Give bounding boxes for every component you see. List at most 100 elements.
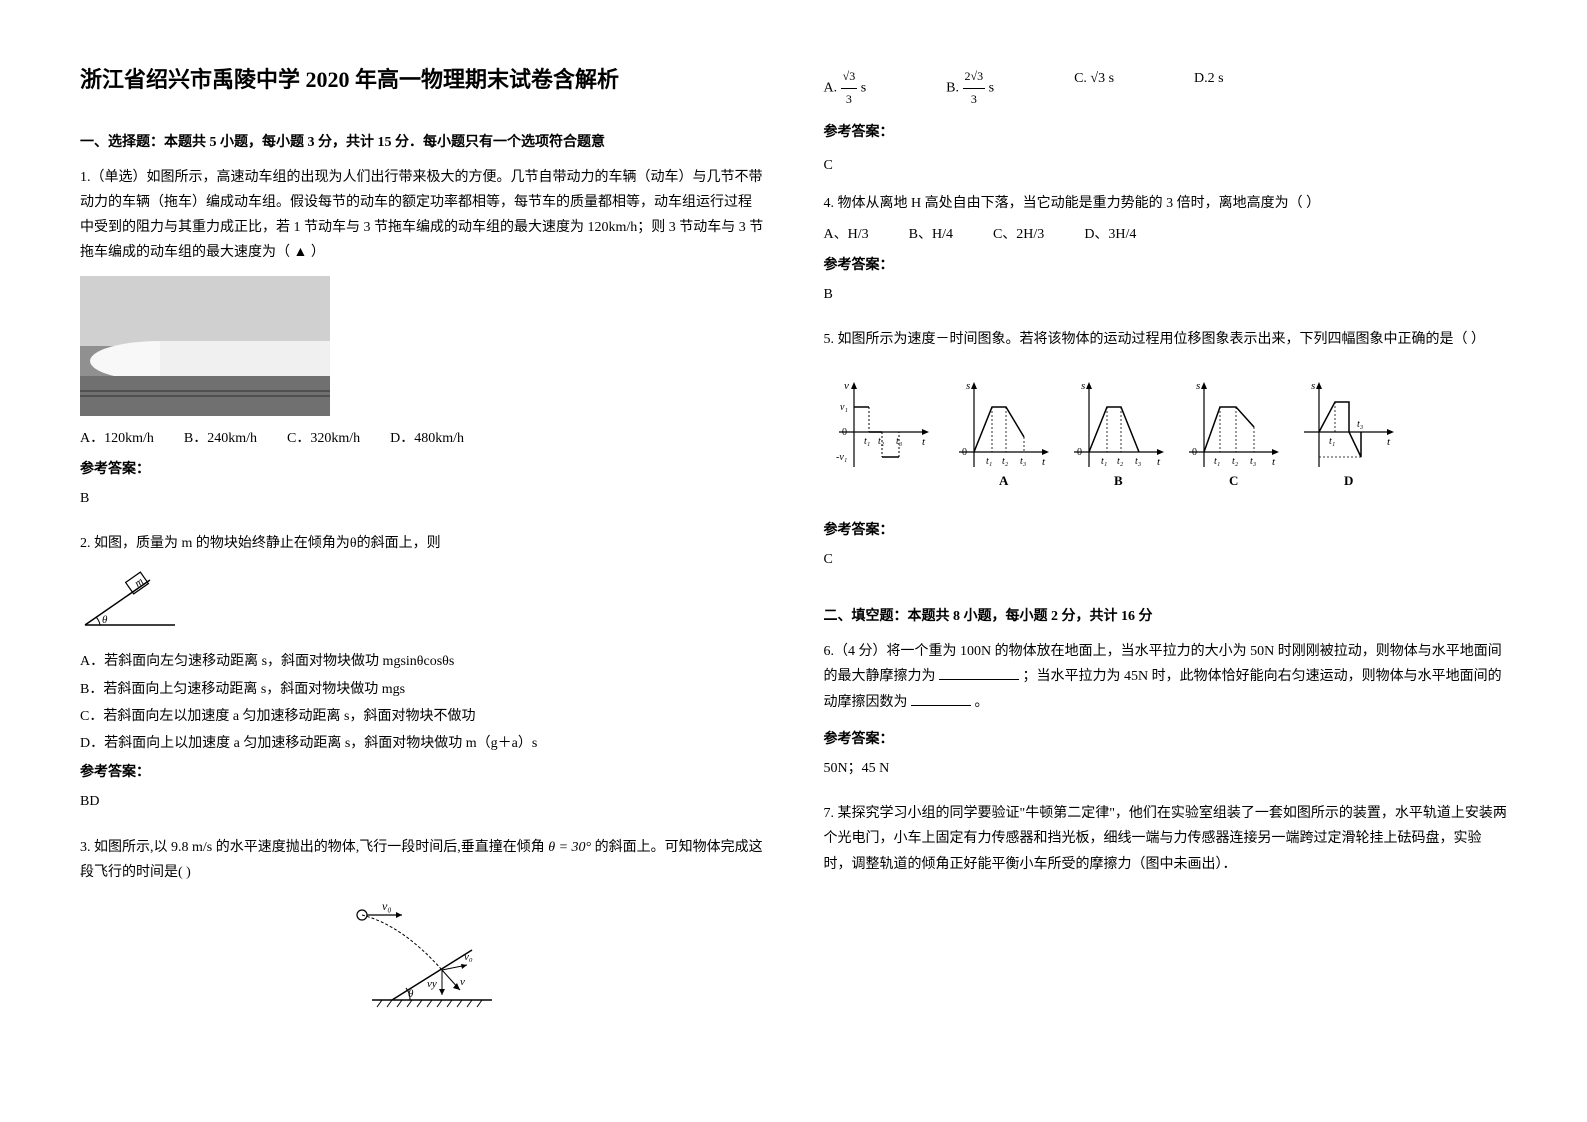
q3-opt-b-label: B. xyxy=(946,80,959,95)
q6-answer-label: 参考答案： xyxy=(824,727,1508,752)
q4-opt-d: D、3H/4 xyxy=(1084,222,1136,247)
svg-text:B: B xyxy=(1114,473,1123,488)
question-5: 5. 如图所示为速度－时间图象。若将该物体的运动过程用位移图象表示出来，下列四幅… xyxy=(824,327,1508,584)
svg-text:t: t xyxy=(1157,456,1161,468)
svg-text:θ: θ xyxy=(408,988,414,1000)
q3-text-1: 3. 如图所示,以 9.8 m/s 的水平速度抛出的物体,飞行一段时间后,垂直撞… xyxy=(80,840,545,855)
svg-text:A: A xyxy=(999,473,1009,488)
q2-answer: BD xyxy=(80,789,764,814)
q6-text: 6.（4 分）将一个重为 100N 的物体放在地面上，当水平拉力的大小为 50N… xyxy=(824,639,1508,715)
q1-opt-b: B．240km/h xyxy=(184,426,257,451)
q3-opt-a-suffix: s xyxy=(861,80,866,95)
svg-text:D: D xyxy=(1344,473,1353,488)
svg-text:t₁: t₁ xyxy=(864,436,870,447)
question-1: 1.（单选）如图所示，高速动车组的出现为人们出行带来极大的方便。几节自带动力的车… xyxy=(80,165,764,523)
q3-opt-c-val: √3 s xyxy=(1090,71,1114,86)
svg-text:0: 0 xyxy=(842,427,847,438)
svg-text:θ: θ xyxy=(102,614,108,626)
q2-opt-d: D．若斜面向上以加速度 a 匀加速移动距离 s，斜面对物块做功 m（g＋a）s xyxy=(80,731,764,756)
projectile-diagram: v₀ θ v₀ vy xyxy=(332,895,512,1015)
q3-options: A. √33 s B. 2√33 s C. √3 s D.2 s xyxy=(824,66,1508,110)
svg-text:t: t xyxy=(1387,436,1391,448)
svg-text:s: s xyxy=(1081,380,1085,392)
q2-answer-label: 参考答案： xyxy=(80,760,764,785)
q3-opt-a: A. √33 s xyxy=(824,66,867,110)
svg-text:t₂: t₂ xyxy=(1232,456,1239,467)
q3-opt-c-label: C. xyxy=(1074,71,1087,86)
q1-opt-a: A．120km/h xyxy=(80,426,154,451)
svg-text:t: t xyxy=(1042,456,1046,468)
q6-blank-2 xyxy=(911,692,971,706)
q1-answer-label: 参考答案： xyxy=(80,457,764,482)
svg-text:t₁: t₁ xyxy=(1214,456,1220,467)
svg-text:-v₁: -v₁ xyxy=(836,452,847,463)
q1-options: A．120km/h B．240km/h C．320km/h D．480km/h xyxy=(80,426,764,451)
left-column: 浙江省绍兴市禹陵中学 2020 年高一物理期末试卷含解析 一、选择题：本题共 5… xyxy=(80,60,764,1062)
q6-text-3: 。 xyxy=(975,695,989,710)
q3-answer: C xyxy=(824,153,1508,178)
page-title: 浙江省绍兴市禹陵中学 2020 年高一物理期末试卷含解析 xyxy=(80,60,764,100)
section-2-header: 二、填空题：本题共 8 小题，每小题 2 分，共计 16 分 xyxy=(824,604,1508,629)
q1-answer: B xyxy=(80,486,764,511)
train-image xyxy=(80,276,330,416)
svg-text:t₂: t₂ xyxy=(1117,456,1124,467)
svg-text:0: 0 xyxy=(1077,447,1082,458)
q6-blank-1 xyxy=(939,666,1019,680)
q2-text: 2. 如图，质量为 m 的物块始终静止在倾角为θ的斜面上，则 xyxy=(80,531,764,556)
question-7: 7. 某探究学习小组的同学要验证"牛顿第二定律"，他们在实验室组装了一套如图所示… xyxy=(824,801,1508,883)
q1-opt-d: D．480km/h xyxy=(390,426,464,451)
svg-text:t₃: t₃ xyxy=(896,436,903,447)
q4-answer-label: 参考答案： xyxy=(824,253,1508,278)
q3-opt-b-suffix: s xyxy=(989,80,994,95)
svg-text:t: t xyxy=(922,436,926,448)
q2-opt-b: B．若斜面向上匀速移动距离 s，斜面对物块做功 mgs xyxy=(80,677,764,702)
q2-opt-a: A．若斜面向左匀速移动距离 s，斜面对物块做功 mgsinθcosθs xyxy=(80,649,764,674)
q5-text: 5. 如图所示为速度－时间图象。若将该物体的运动过程用位移图象表示出来，下列四幅… xyxy=(824,327,1508,352)
svg-text:t₁: t₁ xyxy=(986,456,992,467)
svg-text:C: C xyxy=(1229,473,1238,488)
q3-opt-a-label: A. xyxy=(824,80,838,95)
question-6: 6.（4 分）将一个重为 100N 的物体放在地面上，当水平拉力的大小为 50N… xyxy=(824,639,1508,793)
svg-text:t₃: t₃ xyxy=(1020,456,1027,467)
svg-text:v₀: v₀ xyxy=(464,951,473,963)
svg-text:t₂: t₂ xyxy=(878,436,885,447)
q4-options: A、H/3 B、H/4 C、2H/3 D、3H/4 xyxy=(824,222,1508,247)
incline-diagram: m θ xyxy=(80,570,180,630)
q3-opt-c: C. √3 s xyxy=(1074,66,1114,110)
svg-text:t₃: t₃ xyxy=(1250,456,1257,467)
q4-opt-a: A、H/3 xyxy=(824,222,869,247)
q5-graphs: v t 0 v₁ -v₁ t₁ t₂ t₃ s xyxy=(824,367,1404,497)
svg-text:t₂: t₂ xyxy=(1002,456,1009,467)
q4-opt-c: C、2H/3 xyxy=(993,222,1044,247)
svg-text:t: t xyxy=(1272,456,1276,468)
q1-opt-c: C．320km/h xyxy=(287,426,360,451)
svg-text:v₁: v₁ xyxy=(840,402,848,413)
q3-opt-b: B. 2√33 s xyxy=(946,66,994,110)
svg-text:v: v xyxy=(844,380,849,392)
q4-opt-b: B、H/4 xyxy=(909,222,953,247)
section-1-header: 一、选择题：本题共 5 小题，每小题 3 分，共计 15 分．每小题只有一个选项… xyxy=(80,130,764,155)
q4-answer: B xyxy=(824,282,1508,307)
svg-text:t₁: t₁ xyxy=(1101,456,1107,467)
theta-30: θ = 30° xyxy=(548,840,591,855)
svg-text:0: 0 xyxy=(962,447,967,458)
svg-text:v: v xyxy=(460,976,465,988)
svg-text:s: s xyxy=(966,380,970,392)
question-2: 2. 如图，质量为 m 的物块始终静止在倾角为θ的斜面上，则 m θ A．若斜面… xyxy=(80,531,764,827)
q7-text: 7. 某探究学习小组的同学要验证"牛顿第二定律"，他们在实验室组装了一套如图所示… xyxy=(824,801,1508,877)
q3-answer-label: 参考答案： xyxy=(824,120,1508,145)
svg-text:t₁: t₁ xyxy=(1329,436,1335,447)
q3-opt-d: D.2 s xyxy=(1194,66,1224,110)
svg-text:t₃: t₃ xyxy=(1357,419,1364,430)
svg-text:s: s xyxy=(1311,380,1315,392)
q5-answer-label: 参考答案： xyxy=(824,518,1508,543)
question-3: 3. 如图所示,以 9.8 m/s 的水平速度抛出的物体,飞行一段时间后,垂直撞… xyxy=(80,835,764,1025)
svg-text:s: s xyxy=(1196,380,1200,392)
q2-opt-c: C．若斜面向左以加速度 a 匀加速移动距离 s，斜面对物块不做功 xyxy=(80,704,764,729)
q1-text: 1.（单选）如图所示，高速动车组的出现为人们出行带来极大的方便。几节自带动力的车… xyxy=(80,165,764,266)
question-4: 4. 物体从离地 H 高处自由下落，当它动能是重力势能的 3 倍时，离地高度为（… xyxy=(824,191,1508,320)
svg-text:t₃: t₃ xyxy=(1135,456,1142,467)
right-column: A. √33 s B. 2√33 s C. √3 s D.2 s 参考答案： C… xyxy=(824,60,1508,1062)
q3-text: 3. 如图所示,以 9.8 m/s 的水平速度抛出的物体,飞行一段时间后,垂直撞… xyxy=(80,835,764,885)
q5-answer: C xyxy=(824,547,1508,572)
